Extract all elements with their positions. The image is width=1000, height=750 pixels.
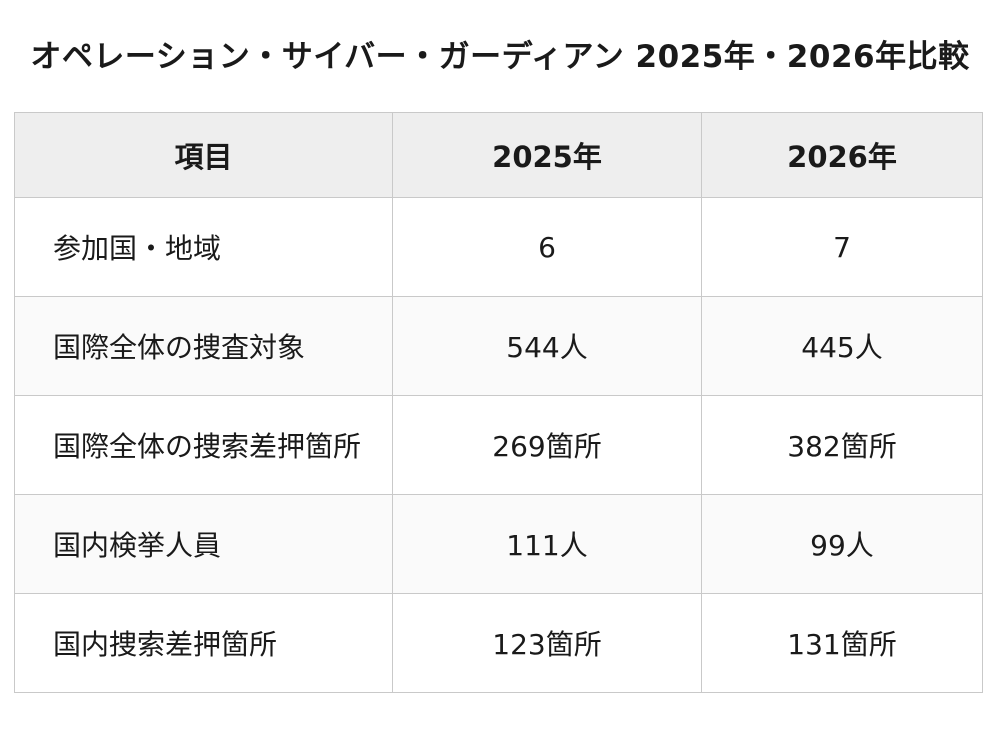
row-label: 国際全体の捜査対象: [14, 296, 393, 396]
cell-2026: 7: [701, 197, 983, 297]
row-label: 参加国・地域: [14, 197, 393, 297]
header-item: 項目: [14, 112, 393, 198]
header-2026: 2026年: [701, 112, 983, 198]
header-row: 項目 2025年 2026年: [14, 112, 983, 198]
cell-2026: 99人: [701, 494, 983, 594]
table-row: 国内検挙人員 111人 99人: [14, 494, 983, 594]
row-label: 国際全体の捜索差押箇所: [14, 395, 393, 495]
row-label: 国内捜索差押箇所: [14, 593, 393, 693]
table-body: 参加国・地域 6 7 国際全体の捜査対象 544人 445人 国際全体の捜索差押…: [14, 197, 983, 693]
cell-2026: 382箇所: [701, 395, 983, 495]
table-header: 項目 2025年 2026年: [14, 112, 983, 198]
cell-2026: 131箇所: [701, 593, 983, 693]
table-row: 参加国・地域 6 7: [14, 197, 983, 297]
cell-2025: 269箇所: [392, 395, 702, 495]
cell-2025: 544人: [392, 296, 702, 396]
row-label: 国内検挙人員: [14, 494, 393, 594]
table-row: 国際全体の捜査対象 544人 445人: [14, 296, 983, 396]
table-row: 国際全体の捜索差押箇所 269箇所 382箇所: [14, 395, 983, 495]
page-title: オペレーション・サイバー・ガーディアン 2025年・2026年比較: [30, 39, 970, 75]
table-row: 国内捜索差押箇所 123箇所 131箇所: [14, 593, 983, 693]
comparison-table: 項目 2025年 2026年 参加国・地域 6 7 国際全体の捜査対象 544人…: [14, 112, 983, 693]
cell-2026: 445人: [701, 296, 983, 396]
header-2025: 2025年: [392, 112, 702, 198]
cell-2025: 111人: [392, 494, 702, 594]
cell-2025: 123箇所: [392, 593, 702, 693]
cell-2025: 6: [392, 197, 702, 297]
